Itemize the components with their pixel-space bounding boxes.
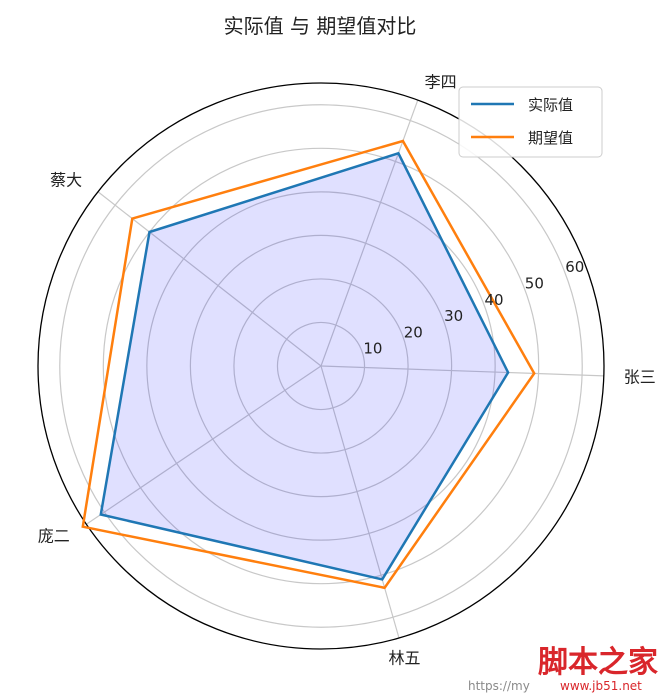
radial-tick-label: 20 xyxy=(404,323,423,341)
watermark: 脚本之家 https://my www.jb51.net xyxy=(468,645,658,693)
radial-grid xyxy=(37,82,605,650)
series-line-1 xyxy=(81,139,536,590)
grid-spoke xyxy=(97,191,322,367)
chart-title: 实际值 与 期望值对比 xyxy=(224,14,417,38)
watermark-url-right: www.jb51.net xyxy=(560,679,642,693)
series-line-0 xyxy=(99,151,510,581)
legend: 实际值 期望值 xyxy=(458,86,603,158)
grid-circle xyxy=(102,147,540,585)
category-label: 林五 xyxy=(388,648,420,667)
radial-tick-label: 60 xyxy=(565,258,584,276)
grid-spoke xyxy=(320,365,400,639)
radial-tick-label: 50 xyxy=(525,275,544,293)
legend-label-expected: 期望值 xyxy=(528,129,573,147)
watermark-text: 脚本之家 xyxy=(538,645,658,680)
grid-spoke xyxy=(86,365,322,525)
grid-spoke xyxy=(320,365,604,377)
grid-circle xyxy=(59,104,583,628)
category-label: 庞二 xyxy=(38,526,70,545)
radial-tick-label: 10 xyxy=(363,340,382,358)
grid-circle xyxy=(189,234,453,498)
category-label: 张三 xyxy=(624,368,656,387)
grid-circle xyxy=(146,191,496,541)
series-layer xyxy=(81,139,536,590)
radial-tick-labels: 10 20 30 40 50 60 xyxy=(363,258,584,358)
polar-frame xyxy=(37,82,605,650)
grid-circle xyxy=(276,321,366,411)
series-fill-0 xyxy=(100,153,509,580)
watermark-url-left: https://my xyxy=(468,679,530,693)
grid-circle xyxy=(233,278,409,454)
legend-label-actual: 实际值 xyxy=(528,96,573,114)
radial-tick-label: 40 xyxy=(485,291,504,309)
radial-tick-label: 30 xyxy=(444,307,463,325)
category-label: 蔡大 xyxy=(50,171,82,190)
category-label: 李四 xyxy=(425,72,457,91)
grid-spoke xyxy=(320,99,419,367)
